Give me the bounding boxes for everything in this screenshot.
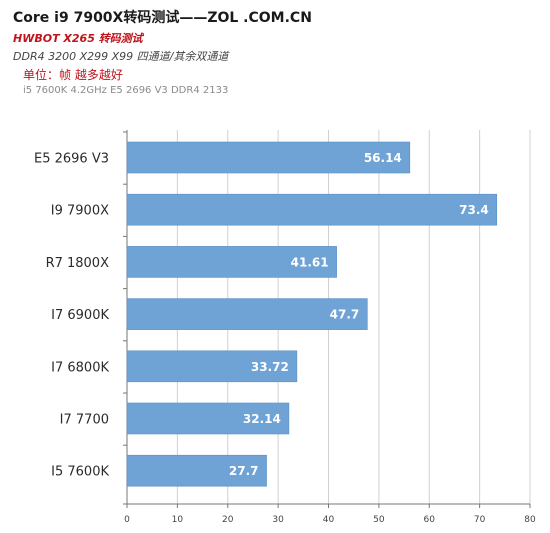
data-label: 32.14 [243,412,281,426]
x-tick-label: 30 [272,515,284,525]
category-label: I7 7700 [60,413,109,428]
category-label: E5 2696 V3 [34,152,109,167]
data-label: 33.72 [251,360,289,374]
data-label: 47.7 [330,308,360,322]
x-tick-label: 0 [124,515,130,525]
unit-label: 单位：帧 越多越好 [23,68,123,82]
bar [126,454,267,487]
category-label: I7 6900K [51,308,109,323]
chart-subtitle-config: DDR4 3200 X299 X99 四通道/其余双通道 [13,50,229,63]
data-label: 41.61 [291,255,329,269]
x-tick-label: 80 [524,515,536,525]
data-label: 56.14 [364,151,402,165]
x-tick-label: 70 [474,515,486,525]
bar [126,246,337,278]
bar [126,141,411,174]
category-label: R7 1800X [46,256,110,271]
category-label: I9 7900X [51,204,109,219]
data-label: 27.7 [229,464,259,478]
x-tick-label: 10 [172,515,184,525]
platform-note: i5 7600K 4.2GHz E5 2696 V3 DDR4 2133 [23,85,229,96]
bar [126,350,298,383]
x-tick-label: 20 [222,515,234,525]
bar [126,402,290,435]
category-label: I5 7600K [51,465,109,480]
chart-subtitle-test: HWBOT X265 转码测试 [13,32,143,45]
category-label: I7 6800K [51,360,109,375]
x-tick-label: 40 [323,515,335,525]
bar [126,298,368,330]
data-label: 73.4 [459,203,489,217]
bar [126,193,498,226]
chart-title: Core i9 7900X转码测试——ZOL .COM.CN [13,10,312,26]
x-tick-label: 50 [373,515,385,525]
x-tick-label: 60 [424,515,436,525]
